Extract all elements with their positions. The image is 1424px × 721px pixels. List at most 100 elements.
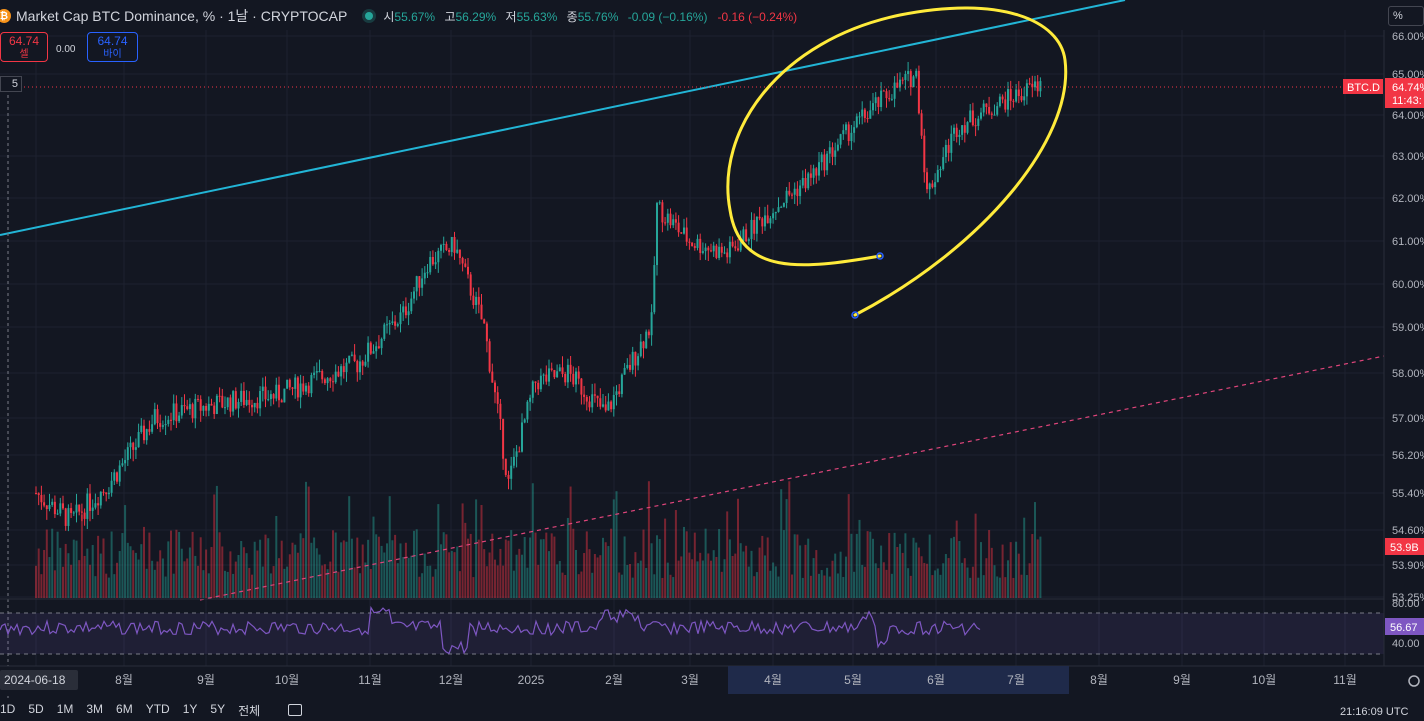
range-ytd[interactable]: YTD [145,702,170,716]
candle-body [796,188,799,197]
range-3m[interactable]: 3M [86,702,104,716]
volume-bar [782,530,785,598]
volume-bar [129,546,132,598]
candle-body [656,203,658,266]
volume-bar [407,557,410,598]
volume-bar [796,534,799,598]
candle-body [753,219,756,234]
candle-body [537,382,540,390]
candle-body [618,391,621,395]
volume-bar [186,558,189,598]
candle [259,386,262,417]
candle [469,271,472,301]
volume-bar [720,571,723,598]
volume-bar [267,538,270,598]
candle-body [426,272,429,274]
price-tag [1385,78,1424,108]
volume-bar [218,532,221,598]
candle [453,231,456,260]
volume-bar [170,530,172,598]
calendar-icon[interactable] [288,704,302,716]
candle [224,396,226,415]
candle [116,471,118,484]
candle [502,418,505,470]
candle [596,395,599,407]
price-tick-label: 63.00% [1392,151,1424,163]
sell-button[interactable]: 64.74 셀 [0,32,48,62]
volume-bar [1001,544,1004,598]
candle-body [715,245,718,258]
candle [510,456,513,490]
candle [278,376,280,408]
candle [48,493,51,512]
candle-body [359,361,361,373]
volume-bar [302,538,305,598]
range-all[interactable]: 전체 [238,704,261,718]
settings-icon[interactable] [1408,675,1420,687]
candle [696,234,699,251]
candle-body [383,324,386,339]
volume-bar [272,566,275,598]
volume-bar [215,485,218,598]
candle [180,397,183,419]
volume-bar [388,496,391,598]
candle-body [828,147,831,154]
volume-bar [440,544,442,598]
candle [820,152,823,171]
volume-bar [323,564,326,598]
candle-body [197,398,199,400]
candle-body [580,378,583,395]
range-5y[interactable]: 5Y [210,702,226,716]
candle [124,449,127,472]
indicator-collapse-box[interactable]: 5 [0,76,22,92]
candle [207,396,210,417]
candle [1001,94,1004,104]
trendline-upper [0,0,1126,236]
range-1d[interactable]: 1D [0,702,16,716]
candle [477,287,480,314]
candle [980,107,982,121]
candle [321,369,324,384]
candle-body [226,397,229,408]
candle [1004,91,1007,113]
range-6m[interactable]: 6M [116,702,133,716]
symbol-title[interactable]: Market Cap BTC Dominance, % · 1날 · CRYPT… [16,8,348,24]
candle-body [866,117,869,119]
range-1m[interactable]: 1M [56,702,74,716]
volume-bar [35,565,37,598]
volume-bar [199,537,202,598]
candle-body [642,341,645,349]
candle-body [132,442,135,450]
candle-body [170,419,172,421]
volume-bar [334,532,337,598]
candle-body [53,501,56,515]
candle-body [253,402,256,408]
candle [456,239,459,254]
candle [755,216,758,242]
percent-scale-button[interactable]: % [1388,6,1424,26]
buy-button[interactable]: 64.74 바이 [87,32,138,62]
volume-bar [901,552,904,598]
range-5d[interactable]: 5D [28,702,44,716]
volume-bar [518,548,521,598]
candle [923,128,926,183]
candle [253,402,256,413]
candle [982,99,985,117]
volume-bar [434,569,437,598]
candle-body [602,404,604,407]
volume-bar [394,534,397,598]
candle-body [726,252,729,258]
candle [672,214,675,229]
range-1y[interactable]: 1Y [182,702,198,716]
candle [94,493,97,510]
candle [286,379,289,389]
volume-bar [264,534,267,598]
candle-body [99,491,102,506]
candle-body [801,178,804,186]
candle [199,395,202,422]
symbol-tag [1343,79,1383,94]
candle [583,385,586,405]
volume-bar [399,543,402,598]
